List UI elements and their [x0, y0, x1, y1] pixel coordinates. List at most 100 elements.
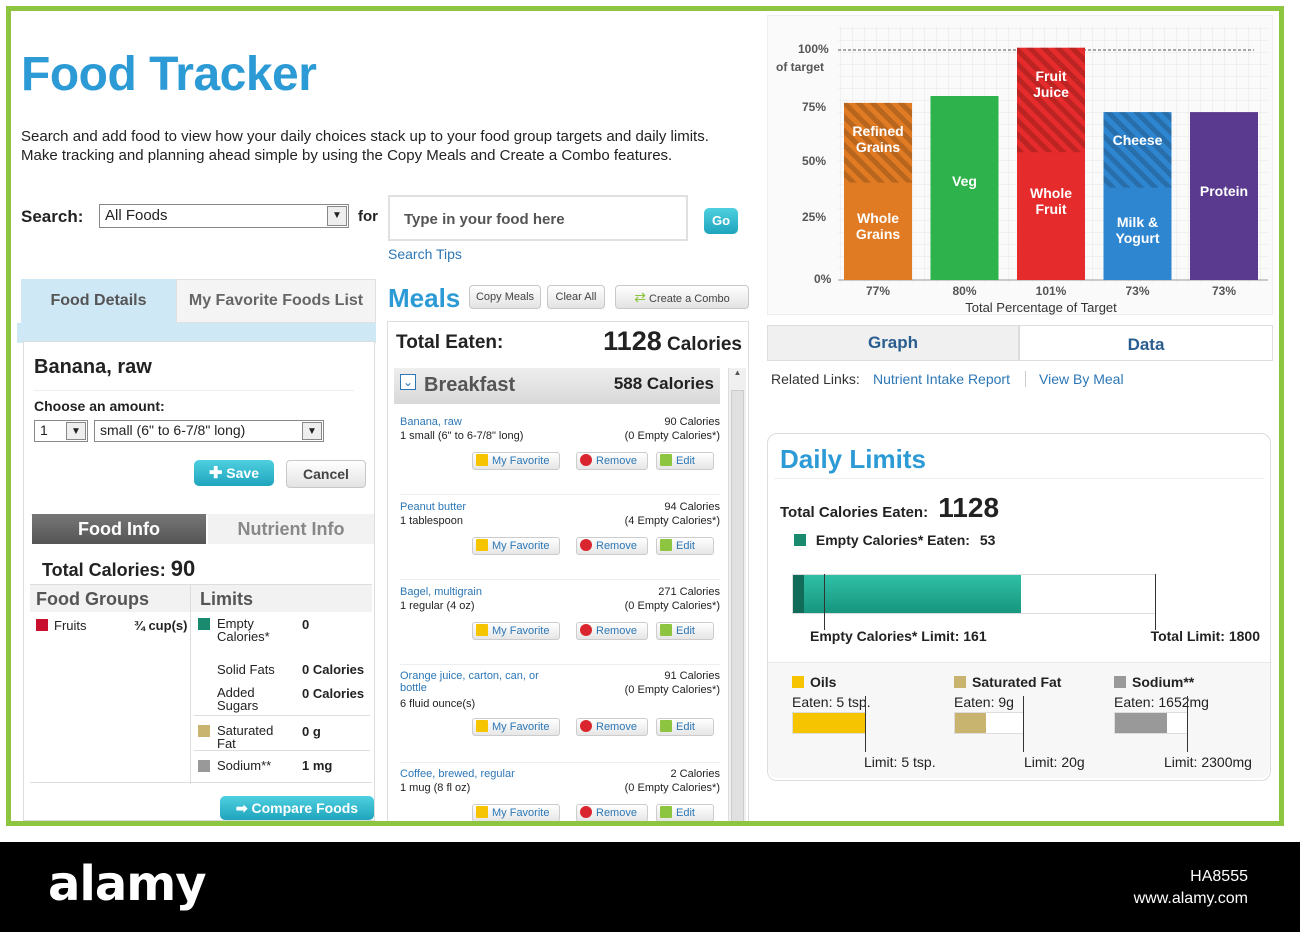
- arrow-right-icon: ➡: [235, 800, 248, 816]
- entry-calories: 94 Calories: [664, 501, 720, 513]
- remove-label: Remove: [596, 455, 637, 467]
- scroll-thumb[interactable]: [731, 390, 744, 821]
- entry-calories: 91 Calories: [664, 670, 720, 682]
- related-links-label: Related Links:: [771, 371, 860, 387]
- limit-added-sugars: Added Sugars: [217, 685, 259, 713]
- oils-limit-text: Limit: 5 tsp.: [864, 754, 936, 770]
- total-calories-eaten-value: 1128: [938, 492, 1000, 523]
- entry-name[interactable]: Coffee, brewed, regular: [400, 768, 515, 780]
- star-icon: [476, 624, 488, 636]
- empty-calories-eaten: Empty Calories* Eaten: 53: [794, 532, 995, 548]
- meal-entry: Coffee, brewed, regular 1 mug (8 fl oz) …: [400, 768, 720, 821]
- go-button[interactable]: Go: [704, 208, 738, 234]
- entry-empty-calories: (0 Empty Calories*): [624, 600, 720, 612]
- sodium-swatch-box: [1114, 676, 1126, 688]
- meals-scrollbar[interactable]: ▲: [728, 368, 746, 821]
- limits-header: Limits: [200, 589, 254, 609]
- food-group-fruits: Fruits: [36, 618, 87, 633]
- remove-button[interactable]: Remove: [576, 718, 648, 736]
- sodium-fill: [1115, 713, 1167, 733]
- edit-button[interactable]: Edit: [656, 537, 714, 555]
- total-limit: Total Limit: 1800: [1150, 628, 1260, 644]
- my-favorite-button[interactable]: My Favorite: [472, 718, 560, 736]
- remove-button[interactable]: Remove: [576, 537, 648, 555]
- for-label: for: [358, 208, 378, 225]
- tab-nutrient-info[interactable]: Nutrient Info: [208, 514, 374, 544]
- divider: [400, 664, 720, 665]
- tab-food-info[interactable]: Food Info: [32, 514, 206, 544]
- remove-button[interactable]: Remove: [576, 622, 648, 640]
- chevron-down-icon: ▼: [327, 206, 347, 226]
- tab-food-details[interactable]: Food Details: [21, 279, 176, 323]
- remove-icon: [580, 720, 592, 732]
- edit-label: Edit: [676, 455, 695, 467]
- pencil-icon: [660, 624, 672, 636]
- search-tips-link[interactable]: Search Tips: [388, 246, 462, 262]
- edit-button[interactable]: Edit: [656, 804, 714, 821]
- y-tick-0: 0%: [814, 272, 832, 286]
- edit-button[interactable]: Edit: [656, 622, 714, 640]
- star-icon: [476, 539, 488, 551]
- column-divider: [190, 584, 191, 784]
- food-category-select[interactable]: All Foods ▼: [99, 204, 349, 228]
- tab-favorite-foods[interactable]: My Favorite Foods List: [176, 279, 376, 323]
- divider: [194, 715, 370, 716]
- create-combo-button[interactable]: ⇄ Create a Combo: [615, 285, 749, 309]
- entry-name[interactable]: Banana, raw: [400, 416, 462, 428]
- my-favorite-button[interactable]: My Favorite: [472, 804, 560, 821]
- tab-graph[interactable]: Graph: [767, 325, 1019, 361]
- star-icon: [476, 454, 488, 466]
- empty-calories-eaten-value: 53: [979, 532, 996, 548]
- my-favorite-button[interactable]: My Favorite: [472, 452, 560, 470]
- empty-limit-marker: [824, 574, 825, 630]
- portion-select[interactable]: small (6" to 6-7/8" long) ▼: [94, 420, 324, 442]
- saturated-fat-limit: Saturated Fat Eaten: 9g Limit: 20g: [954, 674, 1104, 774]
- tab-data[interactable]: Data: [1019, 325, 1273, 361]
- total-calories-label: Total Calories: 90: [42, 556, 195, 582]
- divider: [194, 750, 370, 751]
- breakfast-header[interactable]: ⌄ Breakfast 588 Calories: [394, 368, 720, 404]
- oils-title: Oils: [792, 674, 942, 690]
- scroll-up-icon[interactable]: ▲: [733, 368, 742, 377]
- copy-meals-button[interactable]: Copy Meals: [469, 285, 541, 309]
- star-icon: [476, 806, 488, 818]
- create-combo-label: Create a Combo: [649, 293, 730, 305]
- nutrient-intake-report-link[interactable]: Nutrient Intake Report: [873, 371, 1010, 387]
- empty-calories-swatch: [794, 534, 806, 546]
- remove-button[interactable]: Remove: [576, 452, 648, 470]
- pencil-icon: [660, 720, 672, 732]
- save-button[interactable]: ✚ Save: [194, 460, 274, 486]
- bar-hatch-grains: [844, 102, 912, 183]
- saturated-fat-bar: [954, 712, 1024, 734]
- edit-button[interactable]: Edit: [656, 718, 714, 736]
- saturated-fat-swatch: [198, 725, 210, 737]
- entry-calories: 271 Calories: [658, 586, 720, 598]
- divider: [400, 494, 720, 495]
- entry-amount: 1 tablespoon: [400, 515, 463, 527]
- entry-name[interactable]: Bagel, multigrain: [400, 586, 482, 598]
- view-by-meal-link[interactable]: View By Meal: [1039, 371, 1124, 387]
- saturated-fat-eaten: Eaten: 9g: [954, 694, 1014, 710]
- divider: [400, 579, 720, 580]
- remove-label: Remove: [596, 807, 637, 819]
- collapse-icon[interactable]: ⌄: [400, 374, 416, 390]
- meals-panel: Total Eaten: 1128 Calories ⌄ Breakfast 5…: [387, 321, 749, 821]
- pencil-icon: [660, 806, 672, 818]
- remove-button[interactable]: Remove: [576, 804, 648, 821]
- entry-name[interactable]: Orange juice, carton, can, or bottle: [400, 670, 539, 694]
- sodium-bar: [1114, 712, 1188, 734]
- breakfast-calories: 588 Calories: [613, 374, 714, 393]
- food-group-name: Fruits: [54, 618, 87, 633]
- calorie-limit-bar: [792, 574, 1156, 614]
- compare-foods-button[interactable]: ➡ Compare Foods: [220, 796, 374, 820]
- bar-value-label: 73%: [1125, 284, 1150, 298]
- entry-name[interactable]: Peanut butter: [400, 501, 467, 513]
- my-favorite-button[interactable]: My Favorite: [472, 537, 560, 555]
- quantity-select[interactable]: 1 ▼: [34, 420, 88, 442]
- food-search-input[interactable]: Type in your food here: [388, 195, 688, 241]
- divider: [30, 782, 372, 783]
- clear-all-button[interactable]: Clear All: [547, 285, 605, 309]
- cancel-button[interactable]: Cancel: [286, 460, 366, 488]
- edit-button[interactable]: Edit: [656, 452, 714, 470]
- my-favorite-button[interactable]: My Favorite: [472, 622, 560, 640]
